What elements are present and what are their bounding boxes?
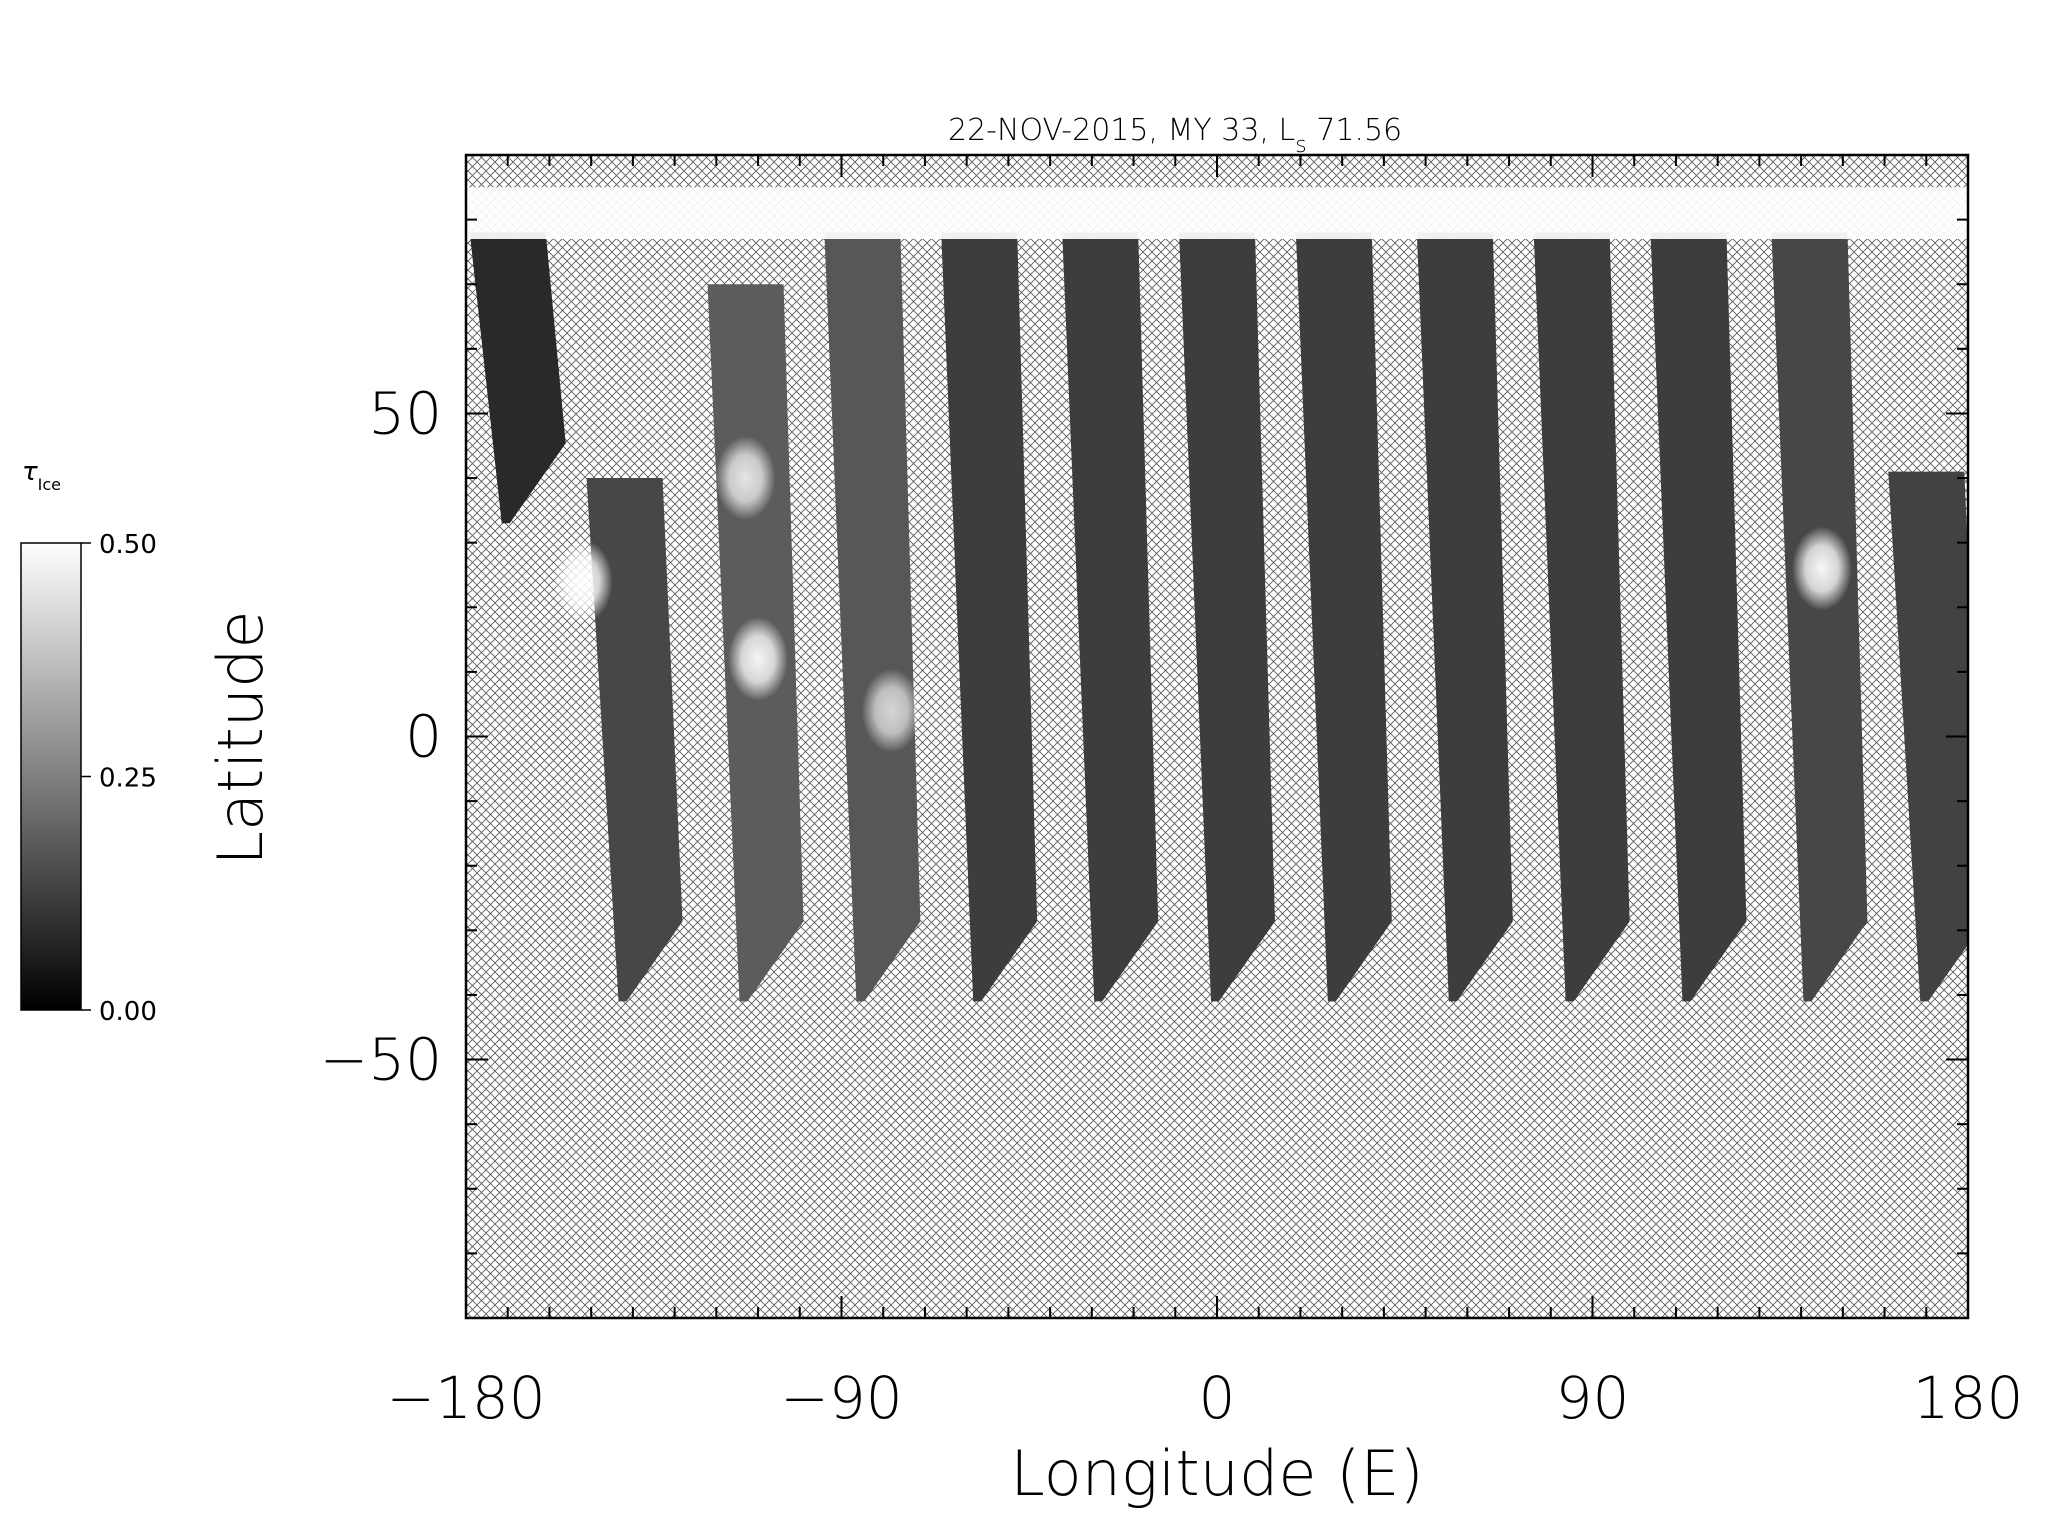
colorbar-label-subscript: Ice (38, 475, 61, 494)
colorbar-label-symbol: τ (22, 457, 38, 487)
bright-feature-layer (552, 436, 1852, 753)
colorbar-gradient (20, 542, 82, 1011)
x-axis-label: Longitude (E) (1010, 1437, 1423, 1510)
y-tick-label: −50 (320, 1026, 442, 1094)
swath-0 (469, 232, 566, 524)
axis-ticks (465, 154, 1969, 1319)
x-tick-labels: −180 −90 0 90 180 (386, 1364, 2023, 1432)
x-tick-label: 180 (1913, 1364, 2024, 1432)
bright-feature-4 (1791, 526, 1852, 611)
chart-title-subscript: s (1295, 133, 1306, 158)
swath-4 (941, 232, 1038, 1002)
swath-9 (1533, 232, 1630, 1002)
x-tick-label: −180 (386, 1364, 545, 1432)
bright-feature-0 (552, 539, 613, 624)
plot-area (466, 155, 1968, 1318)
swath-1 (586, 478, 683, 1002)
colorbar-ticks: 0.50 0.25 0.00 (81, 530, 157, 1027)
swath-12 (1888, 471, 1968, 1002)
bright-feature-3 (861, 668, 922, 753)
swath-8 (1416, 232, 1513, 1002)
bright-feature-1 (715, 436, 776, 521)
colorbar-tick-label: 0.00 (99, 997, 157, 1027)
colorbar-tick-label: 0.25 (99, 764, 157, 794)
colorbar-tick-label: 0.50 (99, 530, 157, 560)
y-axis-label: Latitude (204, 610, 277, 865)
swath-11 (1771, 232, 1868, 1002)
swath-7 (1295, 232, 1392, 1002)
swath-6 (1179, 232, 1275, 1002)
chart-title: 22-NOV-2015, MY 33, Ls 71.56 (948, 113, 1402, 158)
bright-feature-2 (728, 616, 789, 701)
x-tick-label: 90 (1556, 1364, 1630, 1432)
x-tick-label: −90 (780, 1364, 902, 1432)
swath-layer (466, 187, 1968, 1002)
x-tick-label: 0 (1199, 1364, 1236, 1432)
y-tick-labels: 50 0 −50 (320, 379, 442, 1093)
chart-title-main: 22-NOV-2015, MY 33, L (948, 113, 1295, 148)
swath-10 (1650, 232, 1747, 1002)
y-tick-label: 0 (405, 703, 442, 771)
swath-5 (1062, 232, 1159, 1002)
swath-3 (824, 232, 921, 1002)
colorbar-label: τIce (22, 457, 61, 494)
chart-title-value: 71.56 (1307, 113, 1402, 148)
y-tick-label: 50 (368, 379, 442, 447)
colorbar: τIce 0.50 0.25 0.00 (20, 457, 157, 1027)
polar-cap (466, 187, 1968, 239)
